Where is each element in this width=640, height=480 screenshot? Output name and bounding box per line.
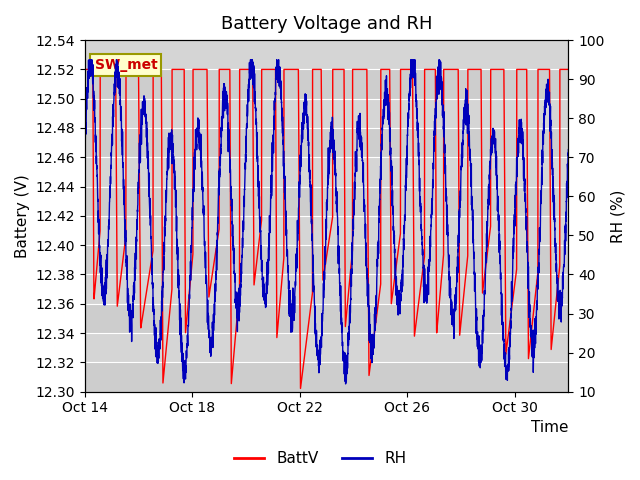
Y-axis label: RH (%): RH (%) bbox=[610, 189, 625, 242]
Bar bbox=[85, 304, 568, 333]
Text: SW_met: SW_met bbox=[95, 58, 157, 72]
Bar bbox=[85, 157, 568, 187]
BattV bbox=[564, 67, 572, 72]
BattV bbox=[374, 307, 381, 313]
RH bbox=[382, 82, 390, 87]
Bar bbox=[85, 128, 568, 157]
RH bbox=[564, 147, 572, 153]
Title: Battery Voltage and RH: Battery Voltage and RH bbox=[221, 15, 433, 33]
RH bbox=[374, 264, 381, 269]
Bar bbox=[85, 275, 568, 304]
RH bbox=[185, 315, 193, 321]
Bar bbox=[85, 216, 568, 245]
Legend: BattV, RH: BattV, RH bbox=[227, 445, 413, 472]
Text: Time: Time bbox=[531, 420, 568, 435]
BattV bbox=[216, 67, 224, 72]
Bar bbox=[85, 362, 568, 392]
Bar bbox=[85, 99, 568, 128]
Line: RH: RH bbox=[85, 60, 568, 384]
RH bbox=[342, 381, 349, 387]
RH bbox=[81, 155, 89, 161]
RH bbox=[519, 129, 527, 134]
Bar bbox=[85, 40, 568, 70]
Bar bbox=[85, 333, 568, 362]
Bar bbox=[85, 70, 568, 99]
BattV bbox=[518, 67, 526, 72]
BattV bbox=[564, 67, 572, 72]
BattV bbox=[81, 67, 89, 72]
BattV bbox=[382, 67, 390, 72]
RH bbox=[216, 162, 224, 168]
BattV bbox=[297, 385, 305, 391]
RH bbox=[564, 152, 572, 158]
Bar bbox=[85, 245, 568, 275]
RH bbox=[86, 57, 93, 62]
Line: BattV: BattV bbox=[85, 70, 568, 388]
BattV bbox=[184, 299, 192, 304]
Bar bbox=[85, 187, 568, 216]
Y-axis label: Battery (V): Battery (V) bbox=[15, 174, 30, 258]
